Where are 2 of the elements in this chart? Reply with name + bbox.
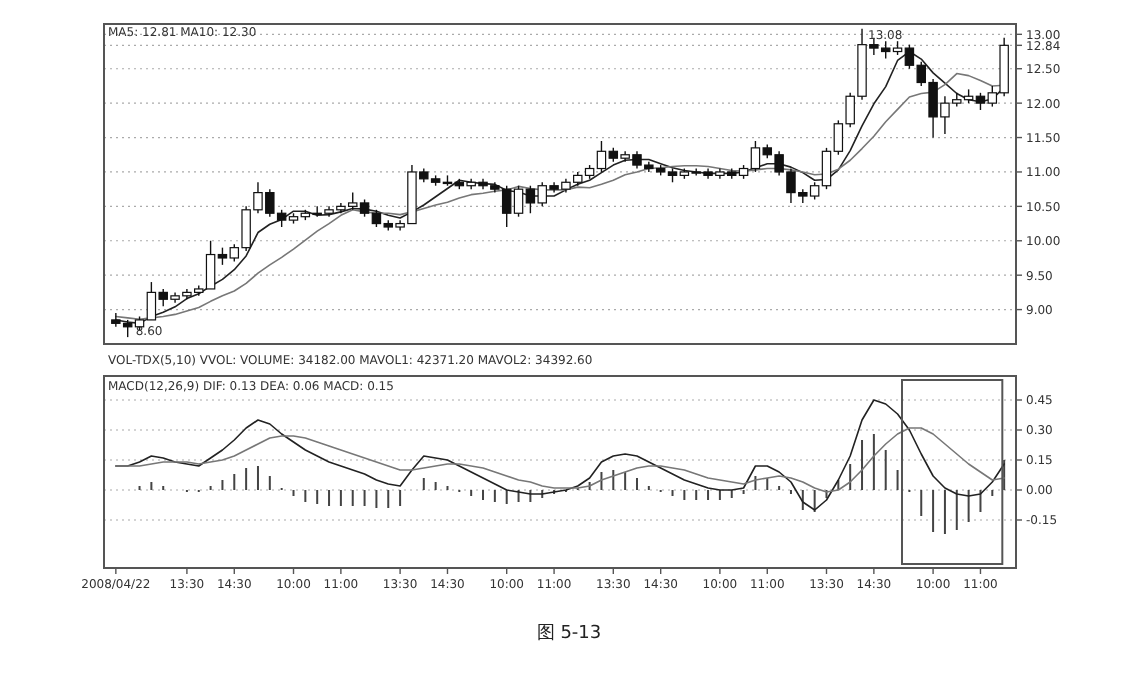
caption: 图 5-13: [536, 624, 602, 644]
line-series: [115, 427, 1005, 493]
